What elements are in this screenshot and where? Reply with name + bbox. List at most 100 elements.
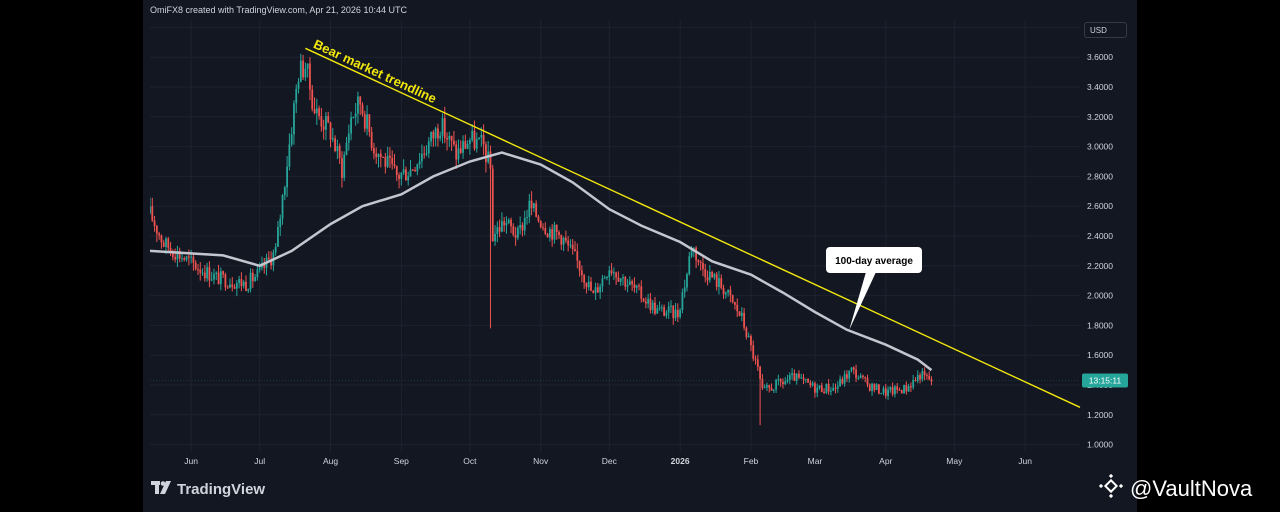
candle-body	[788, 375, 791, 380]
candle-body	[361, 104, 364, 115]
candle-body	[766, 385, 768, 388]
candle-body	[562, 237, 565, 245]
candle-body	[544, 228, 547, 234]
candle-body	[747, 336, 750, 338]
candle-body	[738, 311, 741, 316]
candle-body	[811, 383, 814, 386]
candle-body	[210, 279, 213, 281]
candle-body	[649, 298, 652, 311]
candle-body	[791, 373, 793, 376]
candle-body	[405, 169, 407, 181]
candle-body	[720, 278, 723, 288]
moving-average-line	[150, 151, 933, 372]
candle-body	[224, 274, 227, 288]
candle-body	[708, 271, 711, 281]
candle-body	[414, 169, 416, 172]
candle-body	[848, 370, 851, 379]
candle-body	[279, 218, 282, 228]
candle-body	[896, 386, 899, 390]
candle-body	[256, 269, 259, 278]
candle-body	[683, 287, 686, 293]
candle-body	[841, 379, 844, 384]
candle-body	[469, 139, 471, 144]
candle-body	[635, 285, 638, 288]
candle-body	[606, 277, 608, 279]
candle-body	[912, 380, 915, 388]
candle-body	[197, 269, 199, 271]
candle-body	[617, 277, 620, 282]
candle-body	[873, 383, 876, 390]
candle-body	[745, 327, 748, 337]
candle-body	[608, 270, 611, 278]
current-price-badge	[1082, 373, 1128, 388]
candle-body	[505, 222, 508, 226]
candle-body	[697, 260, 700, 263]
candle-body	[325, 116, 327, 130]
candle-body	[804, 379, 807, 381]
candle-body	[884, 388, 887, 396]
candle-body	[320, 116, 323, 127]
candle-body	[393, 164, 396, 166]
candle-body	[217, 272, 220, 285]
candle-body	[416, 164, 419, 172]
candle-body	[704, 269, 707, 278]
candle-body	[731, 295, 734, 303]
callout-pointer	[849, 272, 876, 330]
candle-body	[754, 358, 757, 360]
candle-body	[304, 68, 307, 78]
candle-body	[713, 274, 716, 278]
y-tick-label: 2.2000	[1087, 261, 1113, 271]
candle-body	[288, 144, 291, 167]
candle-body	[539, 220, 542, 228]
candle-body	[297, 81, 300, 89]
watermark-text: @VaultNova	[1130, 476, 1253, 501]
candle-body	[919, 375, 921, 380]
candle-body	[809, 382, 812, 386]
candle-body	[519, 224, 522, 228]
candle-body	[699, 262, 702, 264]
candle-body	[377, 153, 380, 158]
candle-body	[295, 88, 298, 104]
candle-body	[503, 221, 506, 226]
candle-body	[583, 275, 586, 283]
candle-body	[382, 156, 384, 158]
candle-body	[898, 389, 901, 391]
candle-body	[507, 219, 510, 223]
candle-body	[612, 272, 615, 274]
candle-body	[846, 374, 848, 379]
candle-body	[590, 281, 592, 291]
candle-body	[633, 284, 636, 288]
candle-body	[763, 387, 766, 389]
candle-body	[665, 312, 668, 316]
candle-body	[916, 375, 919, 381]
candle-body	[423, 153, 426, 155]
candle-body	[560, 235, 563, 245]
candle-body	[411, 169, 414, 171]
candle-body	[457, 148, 460, 160]
candle-body	[674, 309, 677, 319]
tradingview-logo-icon	[151, 481, 173, 498]
candle-body	[578, 260, 581, 271]
candle-body	[315, 108, 318, 114]
candle-body	[887, 389, 889, 396]
candle-body	[421, 153, 423, 162]
candle-body	[615, 272, 618, 278]
candle-body	[409, 169, 412, 177]
candle-body	[772, 389, 775, 391]
candle-body	[839, 379, 841, 387]
candle-body	[286, 166, 289, 188]
candle-body	[807, 379, 809, 383]
candle-body	[466, 143, 469, 149]
y-tick-label: 3.0000	[1087, 142, 1113, 152]
candle-body	[391, 157, 394, 165]
candle-body	[277, 227, 279, 247]
callout-label: 100-day average	[835, 256, 913, 267]
candle-body	[775, 380, 777, 390]
candle-body	[516, 227, 519, 238]
tradingview-logo[interactable]: TradingView	[151, 481, 265, 498]
candle-body	[402, 169, 405, 173]
candle-body	[750, 336, 752, 346]
candle-body	[254, 277, 257, 282]
currency-selector[interactable]: USD	[1084, 22, 1127, 38]
